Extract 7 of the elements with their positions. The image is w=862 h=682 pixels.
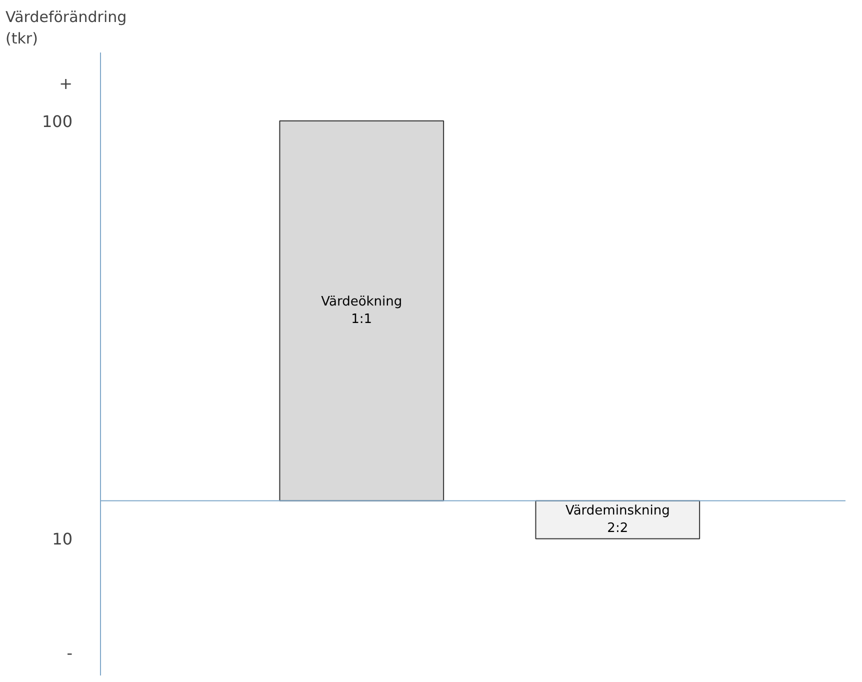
y-tick-label: 100 [42, 112, 73, 131]
y-axis-title: Värdeförändring (tkr) [6, 8, 127, 48]
x-tick-label: Värdeminskning 2:2 [565, 504, 670, 536]
y-tick-label: 10 [52, 530, 72, 549]
x-tick-label: Värdeökning 1:1 [321, 294, 402, 327]
y-tick-label: - [66, 644, 73, 663]
y-tick-label: + [59, 74, 72, 93]
